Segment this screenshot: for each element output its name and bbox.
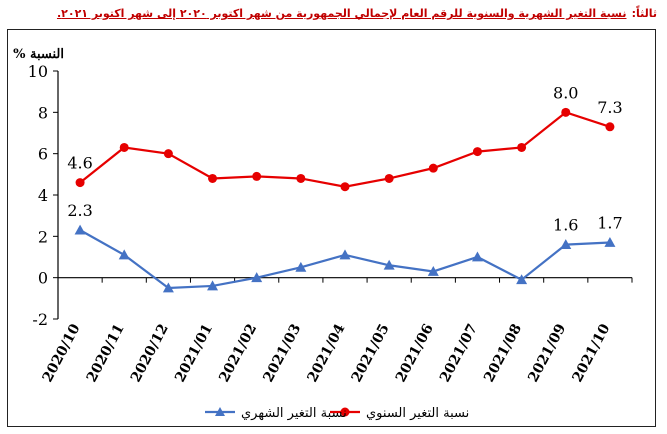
y-tick-label: 2 — [38, 227, 48, 246]
data-point — [560, 239, 572, 249]
data-label: 8.0 — [553, 83, 578, 102]
data-point — [74, 224, 86, 235]
data-point — [340, 182, 350, 192]
y-tick-label: 8 — [38, 103, 48, 122]
series-monthly: 2.3 1.6 1.7 — [67, 201, 623, 293]
data-point — [118, 249, 130, 260]
data-point — [252, 171, 262, 181]
data-point — [251, 272, 263, 283]
data-point — [208, 173, 218, 183]
legend-marker — [340, 407, 350, 417]
legend-label: نسبة التغير الشهري — [241, 406, 347, 421]
x-tick-label: 2021/09 — [525, 321, 569, 385]
data-label: 7.3 — [597, 98, 622, 117]
data-point — [162, 282, 174, 293]
legend-item-annual: نسبة التغير السنوي — [330, 406, 469, 421]
data-label: 2.3 — [67, 201, 92, 220]
x-tick-label: 2021/07 — [437, 321, 481, 385]
y-tick-label: 4 — [38, 186, 48, 205]
x-tick-label: 2021/01 — [172, 321, 216, 385]
x-tick-label: 2020/12 — [128, 321, 172, 385]
data-point — [427, 265, 439, 276]
data-point — [207, 280, 219, 291]
y-tick-label: 0 — [38, 269, 48, 288]
data-point — [428, 163, 438, 173]
data-point — [605, 122, 615, 132]
y-tick-label: -2 — [32, 310, 48, 329]
data-point — [296, 173, 306, 183]
series-annual: 4.6 8.0 7.3 — [67, 83, 623, 192]
data-point — [384, 173, 394, 183]
data-point — [383, 259, 395, 270]
x-tick-label: 2021/05 — [349, 321, 393, 385]
y-axis-title: النسبة % — [13, 47, 64, 62]
series-line — [79, 111, 611, 188]
data-point — [119, 142, 129, 152]
legend: نسبة التغير السنوي نسبة التغير الشهري — [205, 406, 469, 421]
legend-item-monthly: نسبة التغير الشهري — [205, 406, 347, 421]
x-tick-label: 2021/10 — [569, 321, 613, 385]
data-point — [604, 237, 616, 247]
data-point — [295, 261, 307, 272]
heading-prefix: ثالثاً: — [631, 7, 657, 20]
x-tick-label: 2021/04 — [305, 321, 349, 385]
x-tick-label: 2021/03 — [260, 321, 304, 385]
x-tick-label: 2021/06 — [393, 321, 437, 385]
data-point — [517, 142, 527, 152]
series-layer: 4.6 8.0 7.3 2.3 1.6 1.7 — [67, 83, 623, 293]
data-point — [561, 107, 571, 117]
legend-marker — [215, 407, 225, 416]
chart-frame — [7, 29, 656, 427]
data-label: 1.6 — [553, 216, 578, 235]
y-tick-label: 10 — [28, 62, 48, 81]
x-tick-label: 2020/11 — [84, 321, 128, 385]
x-tick-label: 2021/08 — [481, 321, 525, 385]
data-point — [516, 274, 528, 285]
chart-heading: ثالثاً: نسبة التغير الشهرية والسنوية للر… — [17, 2, 657, 24]
data-point — [471, 251, 483, 262]
x-tick-label: 2020/10 — [40, 321, 84, 385]
heading-title: نسبة التغير الشهرية والسنوية للرقم العام… — [56, 7, 627, 20]
y-tick-label: 6 — [38, 145, 48, 164]
data-label: 1.7 — [597, 214, 622, 233]
legend-label: نسبة التغير السنوي — [366, 406, 469, 421]
data-label: 4.6 — [67, 154, 92, 173]
x-tick-label: 2021/02 — [216, 321, 260, 385]
data-point — [75, 178, 85, 188]
data-point — [163, 149, 173, 159]
data-point — [339, 249, 351, 260]
data-point — [472, 147, 482, 157]
